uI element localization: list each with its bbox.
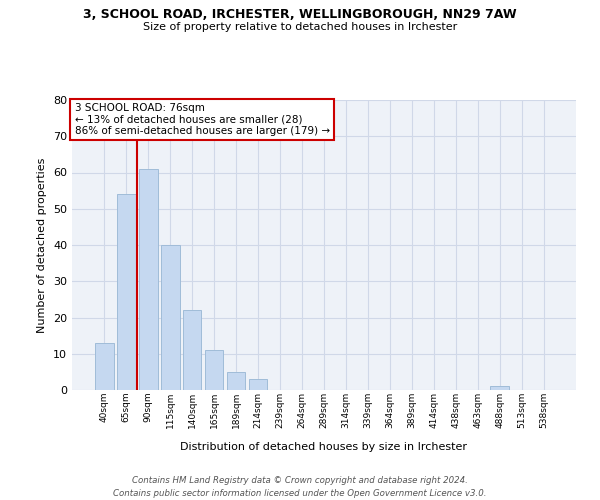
Bar (139, 169, 158, 390)
Bar (95, 343, 113, 390)
Text: 3, SCHOOL ROAD, IRCHESTER, WELLINGBOROUGH, NN29 7AW: 3, SCHOOL ROAD, IRCHESTER, WELLINGBOROUG… (83, 8, 517, 20)
Text: Size of property relative to detached houses in Irchester: Size of property relative to detached ho… (143, 22, 457, 32)
Bar (490, 386, 509, 390)
Text: 3 SCHOOL ROAD: 76sqm
← 13% of detached houses are smaller (28)
86% of semi-detac: 3 SCHOOL ROAD: 76sqm ← 13% of detached h… (74, 103, 329, 136)
Text: Contains HM Land Registry data © Crown copyright and database right 2024.
Contai: Contains HM Land Registry data © Crown c… (113, 476, 487, 498)
Bar (161, 245, 179, 390)
Bar (183, 310, 202, 390)
Bar (205, 350, 223, 390)
Bar (227, 372, 245, 390)
Text: Distribution of detached houses by size in Irchester: Distribution of detached houses by size … (181, 442, 467, 452)
Bar (117, 194, 136, 390)
Y-axis label: Number of detached properties: Number of detached properties (37, 158, 47, 332)
Bar (249, 379, 268, 390)
